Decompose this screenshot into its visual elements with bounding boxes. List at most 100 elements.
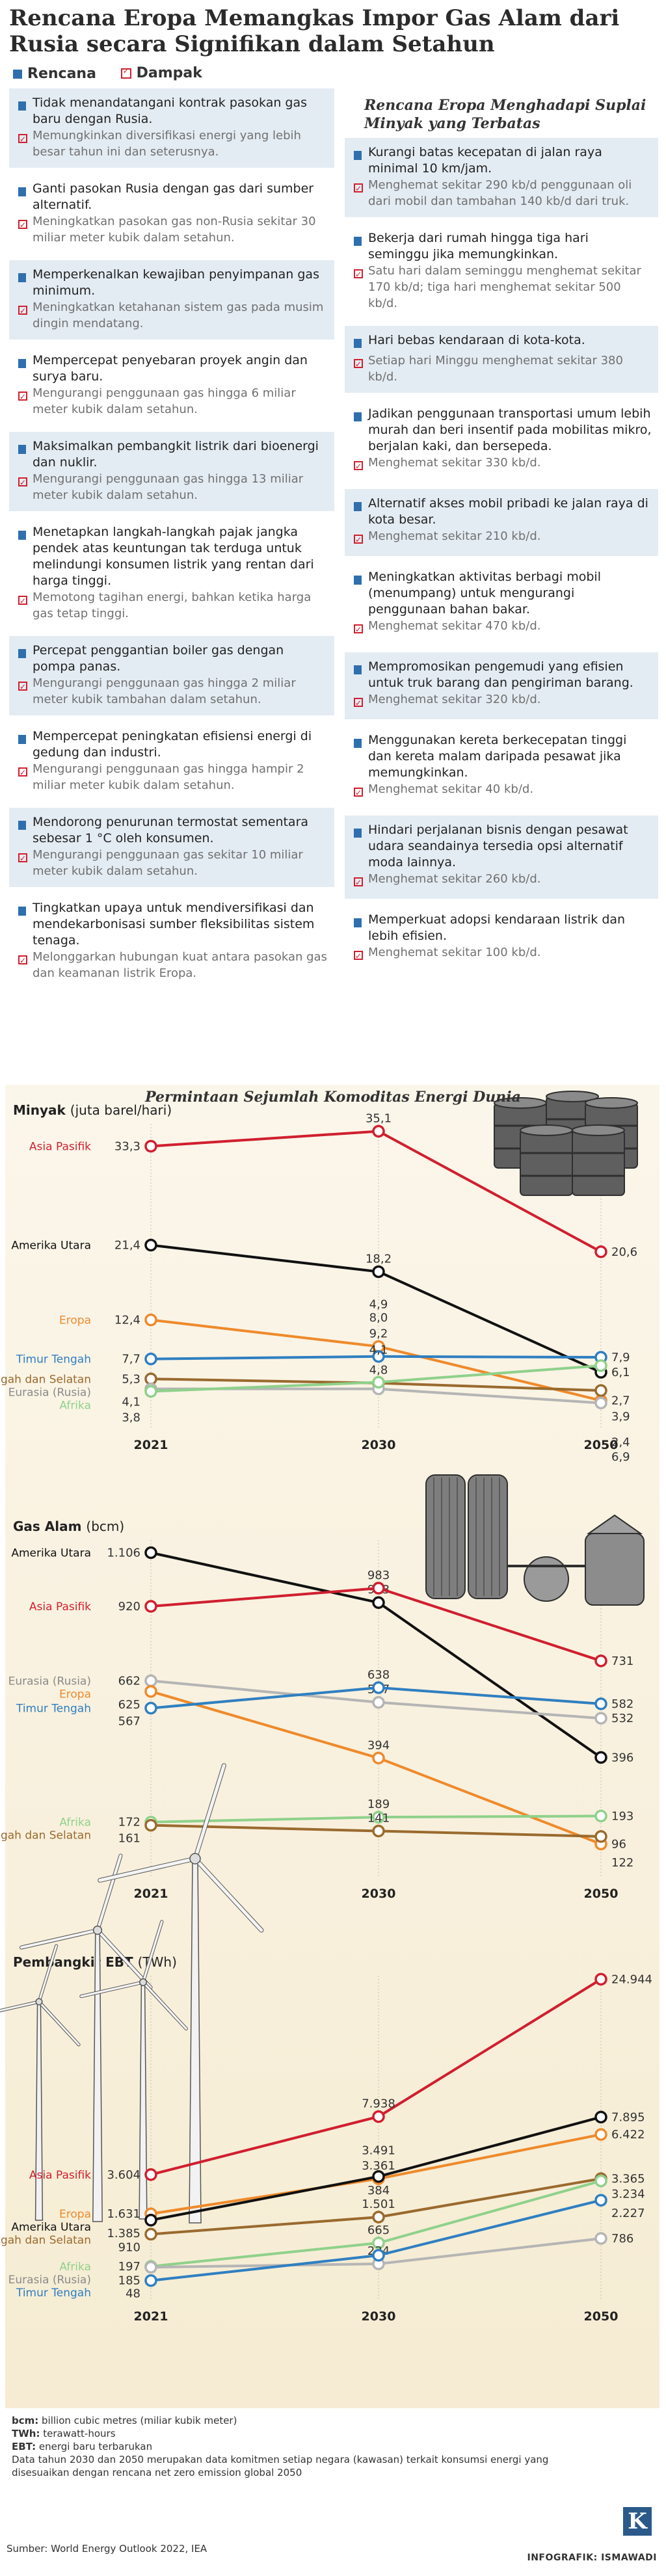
impact-icon <box>18 131 27 148</box>
data-label: 1.385 <box>107 2227 140 2240</box>
data-point <box>594 1359 607 1372</box>
plan-icon <box>18 273 26 282</box>
impact-icon <box>18 303 27 319</box>
data-label: 1.106 <box>107 1547 140 1560</box>
series-name-label: Eropa <box>59 1688 91 1701</box>
chart-unit: (TWh) <box>138 1954 177 1970</box>
methodology-note: Data tahun 2030 dan 2050 merupakan data … <box>12 2454 549 2478</box>
series-name-label: Eurasia (Rusia) <box>8 1675 91 1688</box>
left-card: Memperkenalkan kewajiban penyimpanan gas… <box>9 260 334 339</box>
impact-text: Menghemat sekitar 210 kb/d. <box>368 529 541 543</box>
right-card: Alternatif akses mobil pribadi ke jalan … <box>345 489 658 556</box>
impact-text: Setiap hari Minggu menghemat sekitar 380… <box>368 354 623 384</box>
plan-text: Maksimalkan pembangkit listrik dari bioe… <box>33 439 319 470</box>
data-label: 1.631 <box>107 2207 140 2221</box>
data-point <box>144 1139 157 1153</box>
plan-icon <box>354 665 362 674</box>
legend-plan: Rencana <box>13 66 96 82</box>
glossary-item: TWh: terawatt-hours <box>12 2428 116 2439</box>
data-point <box>372 2170 385 2183</box>
x-tick-label: 2050 <box>584 1887 619 1901</box>
plan-text: Menetapkan langkah-langkah pajak jangka … <box>33 525 314 588</box>
plan-text: Memperkuat adopsi kendaraan listrik dan … <box>368 912 626 943</box>
plan-icon <box>18 821 26 830</box>
glossary: bcm: billion cubic metres (miliar kubik … <box>12 2414 656 2453</box>
chart-panel: Gas Alam (bcm)2021203020501.106933396Ame… <box>0 1474 645 1901</box>
right-card: Memperkuat adopsi kendaraan listrik dan … <box>345 905 658 972</box>
left-card: Maksimalkan pembangkit listrik dari bioe… <box>9 432 334 511</box>
plan-text: Hari bebas kendaraan di kota-kota. <box>368 333 585 347</box>
impact-text: Menghemat sekitar 470 kb/d. <box>368 619 541 633</box>
plan-icon <box>18 101 26 111</box>
data-point <box>594 2110 607 2124</box>
data-label: 1.501 <box>362 2198 395 2211</box>
data-point <box>594 2128 607 2141</box>
right-card: Meningkatkan aktivitas berbagi mobil (me… <box>345 563 658 646</box>
data-label: 18,2 <box>366 1252 392 1266</box>
plan-text: Meningkatkan aktivitas berbagi mobil (me… <box>368 570 601 617</box>
plan-text: Hindari perjalanan bisnis dengan pesawat… <box>368 823 628 870</box>
data-label: 731 <box>611 1654 633 1668</box>
chart-unit: (bcm) <box>86 1519 124 1534</box>
data-label: 6,9 <box>611 1450 630 1464</box>
charts-section: Minyak (juta barel/hari) 2021 2030 2050 33,3… <box>0 1085 666 2411</box>
series-timur_tengah: 567 638 582 Timur Tengah <box>16 1668 633 1728</box>
data-label: 161 <box>118 1832 140 1846</box>
data-point <box>144 1385 157 1398</box>
chart-title: Gas Alam (bcm) <box>13 1519 124 1534</box>
data-label: 2,4 <box>611 1435 630 1449</box>
right-plan-list: Rencana Eropa Menghadapi Suplai Minyak y… <box>345 88 658 979</box>
data-point <box>372 2237 385 2250</box>
series-asia_pasifik: 920 983 731 Asia Pasifik <box>29 1569 633 1668</box>
series-name-label: Eropa <box>59 1314 91 1327</box>
legend-impact: Dampak <box>120 65 202 81</box>
impact-text: Mengurangi penggunaan gas hingga 2 milia… <box>33 676 296 706</box>
plan-text: Ganti pasokan Rusia dengan gas dari sumb… <box>33 181 314 212</box>
data-point <box>144 1600 157 1613</box>
data-point <box>594 1809 607 1823</box>
data-point <box>144 2214 157 2227</box>
data-label: 665 <box>367 2224 390 2237</box>
series-name-label: Afrika <box>59 1399 91 1412</box>
data-label: 8,0 <box>369 1311 388 1325</box>
data-point <box>372 2211 385 2224</box>
impact-icon <box>18 475 27 491</box>
left-card: Menetapkan langkah-langkah pajak jangka … <box>9 518 334 630</box>
series-name-label: Asia Pasifik <box>29 1600 91 1613</box>
right-column-title: Rencana Eropa Menghadapi Suplai Minyak y… <box>364 97 646 132</box>
oil-barrel-icon <box>494 1091 638 1196</box>
data-label: 141 <box>367 1811 390 1825</box>
impact-icon <box>18 953 27 969</box>
plan-icon <box>354 151 362 160</box>
data-point <box>372 1265 385 1279</box>
x-tick-label: 2030 <box>362 1887 396 1901</box>
data-label: 172 <box>118 1816 140 1829</box>
gas-tank-icon <box>425 1474 645 1606</box>
impact-text: Mengurangi penggunaan gas sekitar 10 mil… <box>33 848 303 878</box>
series-eurasia: 4,1 4,1 2,4 Eurasia (Rusia) <box>8 1344 630 1450</box>
data-point <box>594 1245 607 1258</box>
data-label: 9,2 <box>369 1327 388 1340</box>
right-card: Hindari perjalanan bisnis dengan pesawat… <box>345 816 658 899</box>
impact-text: Meningkatkan pasokan gas non-Rusia sekit… <box>33 215 316 245</box>
data-point <box>372 2249 385 2262</box>
x-tick-label: 2021 <box>134 1887 168 1901</box>
impact-icon <box>18 679 27 695</box>
data-label: 20,6 <box>611 1245 637 1259</box>
impact-icon <box>18 389 27 405</box>
data-label: 48 <box>126 2287 140 2301</box>
plan-icon <box>354 412 362 421</box>
chart-panel: Pembangkit EBT (TWh)2021 2030 20503.6047.9… <box>0 1763 652 2324</box>
data-point <box>372 1681 385 1694</box>
data-label: 567 <box>118 1715 140 1729</box>
series-name-label: Timur Tengah <box>16 1703 91 1716</box>
data-label: 12,4 <box>114 1314 140 1327</box>
data-point <box>594 1697 607 1710</box>
impact-text: Menghemat sekitar 290 kb/d penggunaan ol… <box>368 178 632 208</box>
plan-icon <box>354 829 362 838</box>
plan-icon <box>18 907 26 916</box>
chart-section-title: Permintaan Sejumlah Komoditas Energi Dun… <box>145 1089 521 1106</box>
series-name-label: Afrika <box>59 2261 91 2274</box>
data-label: 638 <box>367 1668 390 1682</box>
data-point <box>594 1972 607 1986</box>
